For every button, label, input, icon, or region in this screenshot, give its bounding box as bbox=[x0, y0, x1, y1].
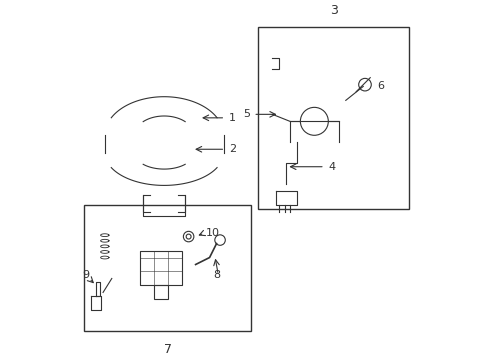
Text: 1: 1 bbox=[228, 113, 235, 123]
Text: 10: 10 bbox=[205, 228, 220, 238]
Text: 5: 5 bbox=[242, 109, 249, 119]
Text: 3: 3 bbox=[329, 4, 337, 17]
Bar bbox=[153, 285, 167, 300]
Text: 9: 9 bbox=[82, 270, 89, 280]
Bar bbox=[140, 251, 181, 285]
Bar bbox=[258, 27, 408, 209]
Bar bbox=[83, 205, 251, 331]
Text: 4: 4 bbox=[327, 162, 335, 172]
Text: 2: 2 bbox=[228, 144, 235, 154]
Text: 8: 8 bbox=[213, 270, 220, 280]
Text: 6: 6 bbox=[376, 81, 384, 91]
Text: 7: 7 bbox=[163, 343, 171, 356]
